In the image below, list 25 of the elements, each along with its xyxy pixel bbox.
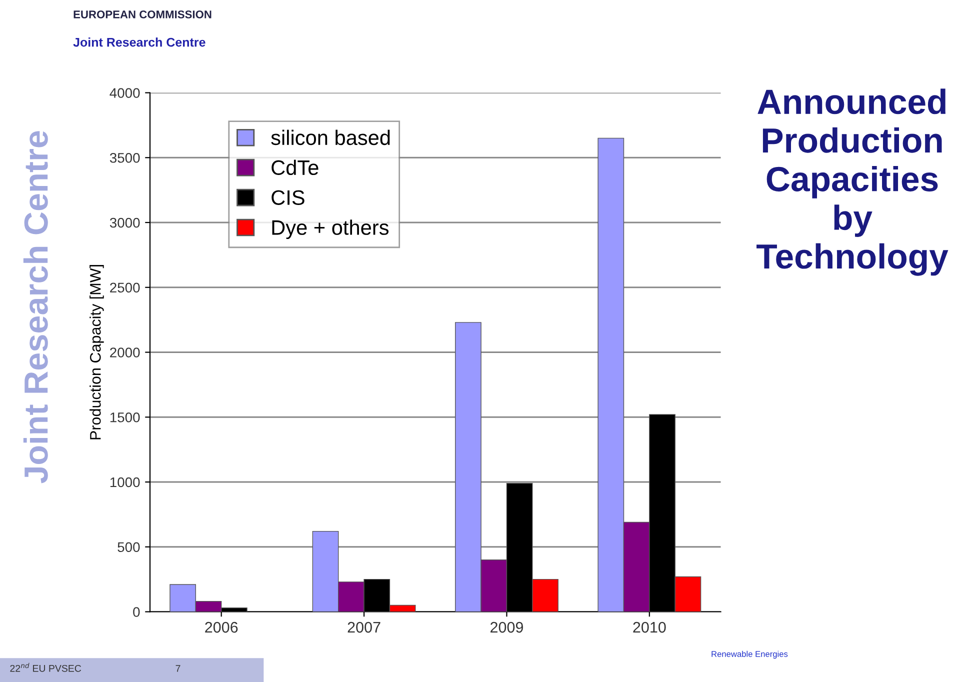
y-tick-label: 500 [118, 542, 140, 552]
text: 22$^{nd}$ EU PVSEC [10, 662, 82, 672]
y-tick-label: 2000 [110, 348, 140, 358]
y-tick-label: 0 [133, 607, 140, 617]
y-tick-label: 1000 [110, 477, 140, 488]
text: 7 [176, 665, 180, 672]
text: Renewable Energies [712, 650, 788, 659]
text: Announced Production Capacities by Technology [756, 88, 948, 276]
x-tick-label: 2010 [633, 622, 666, 633]
legend-label: silicon based [271, 130, 390, 146]
y-tick-label: 3500 [110, 152, 140, 163]
text: Joint Research Centre [23, 131, 48, 484]
y-axis-title: Production Capacity [MW] [90, 265, 104, 440]
y-tick-label: 4000 [110, 88, 140, 98]
text: Joint Research Centre [73, 38, 206, 47]
y-tick-label: 3000 [110, 218, 140, 228]
legend-label: CdTe [272, 160, 318, 176]
legend-label: CIS [272, 190, 304, 205]
y-tick-label: 1500 [110, 412, 140, 422]
y-tick-label: 2500 [110, 282, 140, 293]
legend-label: Dye + others [272, 220, 389, 240]
x-tick-label: 2006 [205, 622, 238, 633]
x-tick-label: 2007 [348, 622, 380, 633]
text: EUROPEAN COMMISSION [74, 10, 212, 18]
x-tick-label: 2009 [490, 622, 523, 633]
